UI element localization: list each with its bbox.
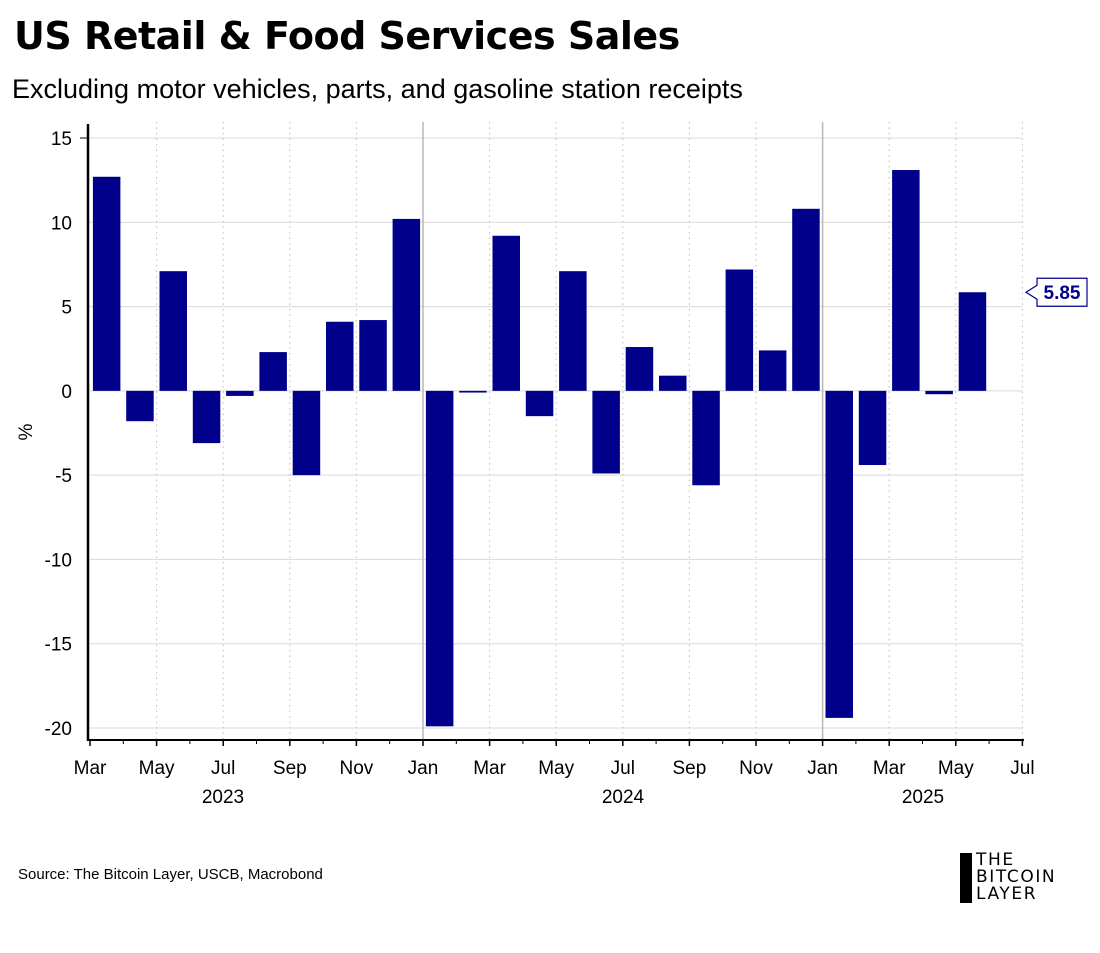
x-tick-label: Nov (340, 758, 374, 779)
bar (292, 390, 321, 476)
last-value-callout: 5.85 (1024, 277, 1088, 307)
bar (92, 176, 121, 391)
x-tick-label: Mar (873, 758, 906, 779)
x-tick-label: Sep (672, 758, 706, 779)
year-label: 2023 (202, 787, 244, 808)
y-tick-label: -5 (55, 466, 72, 487)
grid-layer (88, 122, 1023, 740)
bar (559, 271, 587, 391)
bar (326, 321, 354, 391)
y-tick-label: 5 (61, 298, 72, 319)
bar (958, 292, 987, 391)
bitcoin-layer-logo: THE BITCOIN LAYER (960, 852, 1090, 904)
bar (192, 390, 221, 444)
y-tick-label: 10 (51, 213, 72, 234)
x-tick-label: Jul (611, 758, 635, 779)
bar (892, 170, 920, 391)
bar (758, 350, 787, 391)
y-tick-label: -10 (45, 550, 72, 571)
bar (858, 390, 887, 466)
x-tick-label: Jan (807, 758, 838, 779)
x-tick-label: Jan (408, 758, 439, 779)
x-tick-label: Mar (74, 758, 107, 779)
logo-line-1: THE (976, 850, 1015, 870)
bar (925, 390, 953, 395)
source-note: Source: The Bitcoin Layer, USCB, Macrobo… (18, 866, 323, 883)
bar (659, 375, 687, 391)
x-tick-label: May (538, 758, 574, 779)
bar (226, 390, 254, 396)
y-tick-label: 0 (61, 382, 72, 403)
bar (825, 390, 853, 718)
bar (126, 390, 154, 422)
callout-box (1024, 277, 1088, 307)
x-tick-label: Jul (1010, 758, 1034, 779)
year-label: 2025 (902, 787, 944, 808)
callout-value: 5.85 (1044, 283, 1081, 304)
y-tick-label: -15 (45, 635, 72, 656)
x-tick-label: Mar (473, 758, 506, 779)
logo-line-2: BITCOIN (976, 867, 1057, 887)
x-tick-label: Sep (273, 758, 307, 779)
bar (792, 208, 820, 391)
bar (425, 390, 454, 727)
axes-layer (80, 124, 1024, 746)
y-tick-label: 15 (51, 129, 72, 150)
y-axis-label: % (16, 423, 37, 440)
x-tick-label: May (139, 758, 175, 779)
x-tick-label: May (938, 758, 974, 779)
bar (525, 390, 554, 417)
y-tick-label: -20 (45, 719, 72, 740)
x-tick-label: Jul (211, 758, 235, 779)
bars-layer (92, 170, 987, 727)
logo-bar-mark (960, 853, 972, 903)
x-tick-label: Nov (739, 758, 773, 779)
bar (459, 390, 487, 393)
bar (592, 390, 620, 474)
bar (359, 320, 387, 391)
bar (159, 271, 187, 391)
bar (259, 352, 287, 391)
chart-subtitle: Excluding motor vehicles, parts, and gas… (12, 74, 743, 104)
bar (725, 269, 754, 391)
bar (692, 390, 720, 486)
year-label: 2024 (602, 787, 645, 808)
bar (492, 235, 520, 391)
bar (392, 218, 421, 391)
chart-title: US Retail & Food Services Sales (14, 14, 680, 58)
logo-line-3: LAYER (976, 884, 1038, 904)
bar (625, 347, 654, 391)
